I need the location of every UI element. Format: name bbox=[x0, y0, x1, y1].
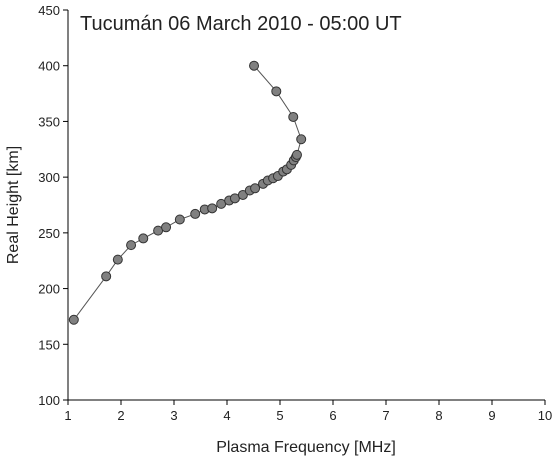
chart-title: Tucumán 06 March 2010 - 05:00 UT bbox=[80, 13, 402, 35]
y-tick-label: 150 bbox=[38, 337, 60, 352]
data-point bbox=[249, 60, 260, 71]
data-point bbox=[250, 183, 261, 194]
x-tick-label: 3 bbox=[170, 408, 177, 423]
data-point bbox=[237, 189, 248, 200]
x-tick-label: 4 bbox=[223, 408, 230, 423]
data-point bbox=[190, 208, 201, 219]
x-tick-label: 2 bbox=[117, 408, 124, 423]
data-point bbox=[101, 271, 112, 282]
x-tick-label: 8 bbox=[435, 408, 442, 423]
x-tick-label: 6 bbox=[329, 408, 336, 423]
x-tick-label: 1 bbox=[64, 408, 71, 423]
data-point bbox=[68, 314, 79, 325]
x-tick-label: 5 bbox=[276, 408, 283, 423]
y-tick-label: 100 bbox=[38, 393, 60, 408]
data-point bbox=[207, 203, 218, 214]
y-tick-label: 200 bbox=[38, 282, 60, 297]
y-tick-label: 450 bbox=[38, 3, 60, 18]
y-tick-label: 300 bbox=[38, 170, 60, 185]
data-point bbox=[271, 86, 282, 97]
x-tick-label: 9 bbox=[488, 408, 495, 423]
x-axis-label: Plasma Frequency [MHz] bbox=[216, 439, 396, 456]
y-tick-label: 400 bbox=[38, 59, 60, 74]
y-tick-label: 250 bbox=[38, 226, 60, 241]
data-point bbox=[161, 222, 172, 233]
data-point bbox=[296, 134, 307, 145]
x-tick-label: 7 bbox=[382, 408, 389, 423]
y-axis-label: Real Height [km] bbox=[5, 146, 22, 264]
data-point bbox=[126, 240, 137, 251]
data-point bbox=[174, 214, 185, 225]
x-tick-label: 10 bbox=[538, 408, 552, 423]
data-point bbox=[288, 111, 299, 122]
data-point bbox=[291, 149, 302, 160]
data-point bbox=[112, 254, 123, 265]
data-line bbox=[73, 65, 302, 321]
data-point bbox=[138, 233, 149, 244]
y-tick-label: 350 bbox=[38, 114, 60, 129]
